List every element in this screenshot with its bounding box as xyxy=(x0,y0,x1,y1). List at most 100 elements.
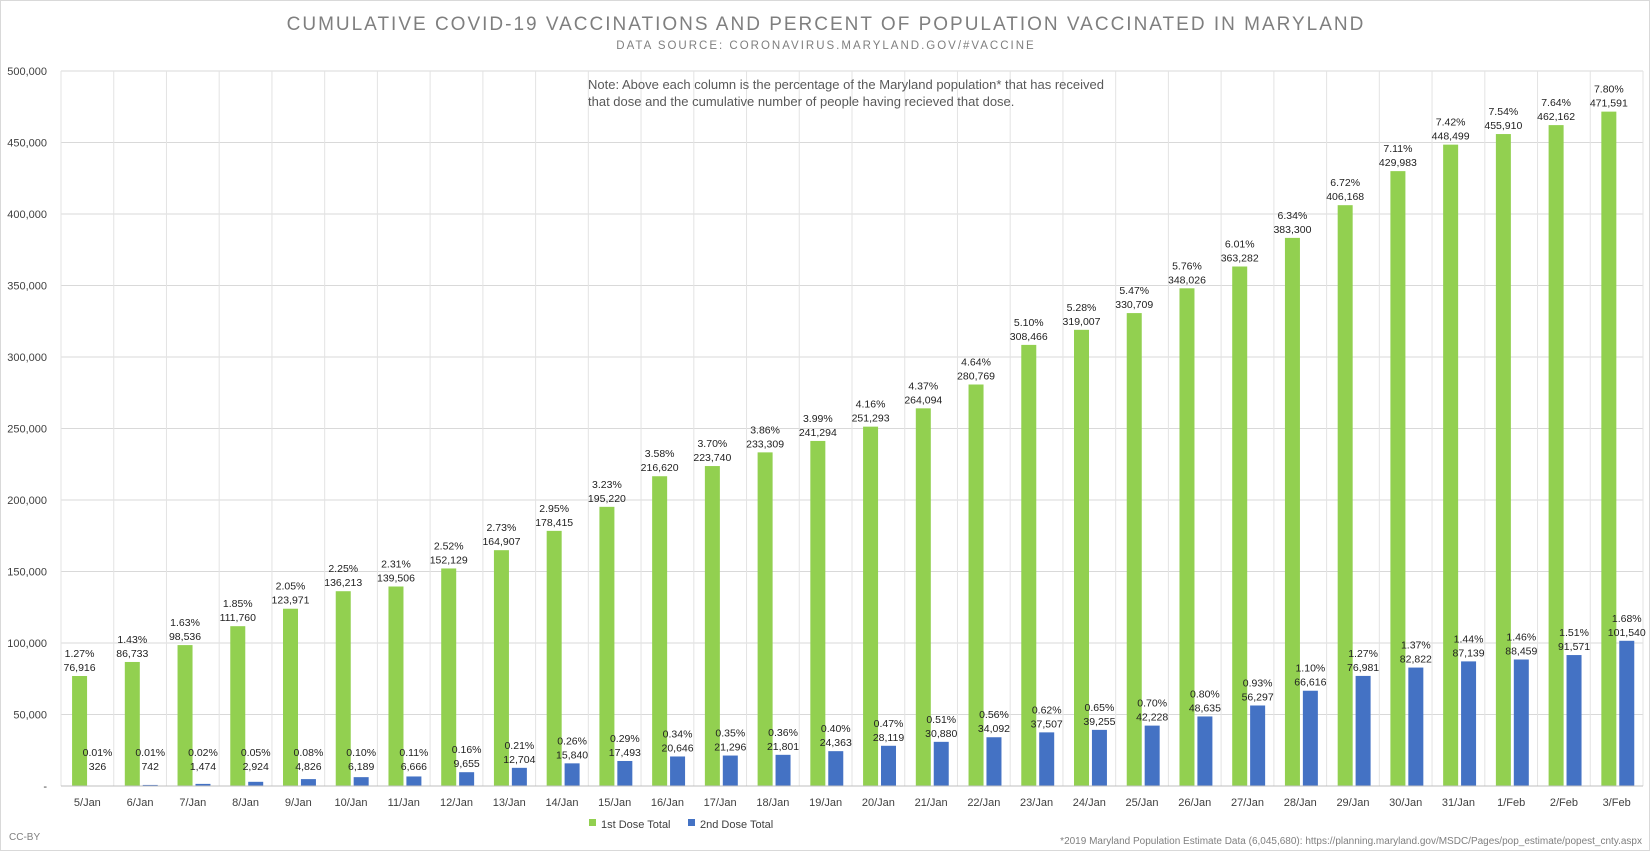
license-label: CC-BY xyxy=(9,832,41,843)
legend-swatch-1st-dose xyxy=(589,819,596,826)
data-label-percent: 1.10% xyxy=(1295,663,1325,675)
bar-1st-dose xyxy=(1232,266,1248,787)
bar-2nd-dose xyxy=(828,751,844,786)
bar-2nd-dose xyxy=(300,779,316,786)
data-label-value: 2,924 xyxy=(243,761,269,773)
data-label-value: 471,591 xyxy=(1590,98,1628,110)
data-label-value: 429,983 xyxy=(1379,157,1417,169)
bar-2nd-dose xyxy=(1250,705,1266,786)
bar-2nd-dose xyxy=(986,737,1002,786)
data-label-value: 6,189 xyxy=(348,761,374,773)
data-label-value: 21,296 xyxy=(714,742,746,754)
data-label-value: 101,540 xyxy=(1608,627,1646,639)
x-tick-label: 5/Jan xyxy=(74,797,101,809)
data-label-value: 20,646 xyxy=(662,742,694,754)
data-label-value: 178,415 xyxy=(535,517,573,529)
bars xyxy=(72,111,1635,787)
data-label-percent: 0.65% xyxy=(1085,702,1115,714)
bar-1st-dose xyxy=(1390,171,1406,786)
data-label-percent: 2.31% xyxy=(381,559,411,571)
data-label-percent: 1.63% xyxy=(170,617,200,629)
bar-1st-dose xyxy=(704,466,720,786)
data-label-percent: 0.51% xyxy=(926,714,956,726)
data-label-value: 30,880 xyxy=(925,728,957,740)
data-label-value: 363,282 xyxy=(1221,253,1259,265)
x-tick-label: 16/Jan xyxy=(651,797,684,809)
chart-subtitle: DATA SOURCE: CORONAVIRUS.MARYLAND.GOV/#V… xyxy=(616,40,1036,52)
x-axis: 5/Jan 6/Jan 7/Jan 8/Jan 9/Jan 10/Jan 11/Jan 12/… xyxy=(61,785,1643,809)
bar-2nd-dose xyxy=(1566,655,1582,786)
data-label-value: 139,506 xyxy=(377,573,415,585)
x-tick-label: 22/Jan xyxy=(967,797,1000,809)
data-label-percent: 0.02% xyxy=(188,747,218,759)
data-label-percent: 3.58% xyxy=(645,448,675,460)
data-label-percent: 7.42% xyxy=(1436,117,1466,129)
x-tick-label: 25/Jan xyxy=(1126,797,1159,809)
bar-2nd-dose xyxy=(248,781,264,786)
y-tick-label: 500,000 xyxy=(7,66,47,78)
data-label-percent: 3.70% xyxy=(697,438,727,450)
data-label-percent: 0.34% xyxy=(663,728,693,740)
legend: 1st Dose Total 2nd Dose Total xyxy=(589,819,773,831)
data-label-percent: 0.36% xyxy=(768,727,798,739)
data-label-percent: 0.16% xyxy=(452,744,482,756)
x-tick-label: 31/Jan xyxy=(1442,797,1475,809)
data-label-value: 308,466 xyxy=(1010,331,1048,343)
bar-2nd-dose xyxy=(142,784,158,786)
bar-2nd-dose xyxy=(1144,725,1160,786)
data-label-percent: 1.43% xyxy=(117,634,147,646)
data-label-percent: 4.16% xyxy=(856,399,886,411)
bar-1st-dose xyxy=(1074,329,1090,786)
bar-1st-dose xyxy=(1495,134,1511,786)
data-label-value: 6,666 xyxy=(401,761,427,773)
bar-2nd-dose xyxy=(1355,675,1371,786)
data-label-value: 462,162 xyxy=(1537,111,1575,123)
bar-2nd-dose xyxy=(617,760,633,786)
bar-2nd-dose xyxy=(1302,690,1318,786)
data-label-value: 448,499 xyxy=(1432,131,1470,143)
bar-2nd-dose xyxy=(1513,659,1529,786)
bar-1st-dose xyxy=(546,530,562,786)
bar-2nd-dose xyxy=(195,783,211,786)
data-label-value: 56,297 xyxy=(1242,691,1274,703)
bar-1st-dose xyxy=(230,626,246,786)
x-tick-label: 8/Jan xyxy=(232,797,259,809)
data-label-percent: 0.93% xyxy=(1243,677,1273,689)
data-label-value: 82,822 xyxy=(1400,654,1432,666)
data-label-percent: 7.64% xyxy=(1541,97,1571,109)
bar-1st-dose xyxy=(177,645,193,786)
data-label-percent: 6.01% xyxy=(1225,239,1255,251)
data-label-percent: 2.25% xyxy=(328,563,358,575)
chart-title: CUMULATIVE COVID-19 VACCINATIONS AND PER… xyxy=(286,14,1366,35)
bar-1st-dose xyxy=(493,550,509,786)
footnote: *2019 Maryland Population Estimate Data … xyxy=(1060,836,1642,847)
data-label-percent: 7.11% xyxy=(1383,143,1412,155)
data-label-value: 742 xyxy=(141,761,159,773)
y-tick-label: 300,000 xyxy=(7,352,47,364)
bar-2nd-dose xyxy=(933,741,949,786)
data-label-percent: 1.68% xyxy=(1612,613,1642,625)
bar-1st-dose xyxy=(72,676,88,786)
x-tick-label: 30/Jan xyxy=(1389,797,1422,809)
data-label-percent: 3.99% xyxy=(803,413,833,425)
x-tick-label: 7/Jan xyxy=(179,797,206,809)
legend-label-1st-dose: 1st Dose Total xyxy=(601,819,671,831)
data-label-value: 12,704 xyxy=(503,754,535,766)
data-label-value: 223,740 xyxy=(693,452,731,464)
legend-label-2nd-dose: 2nd Dose Total xyxy=(700,819,773,831)
bar-1st-dose xyxy=(810,440,826,786)
data-label-value: 39,255 xyxy=(1083,716,1115,728)
data-label-percent: 0.11% xyxy=(399,747,428,759)
data-label-value: 330,709 xyxy=(1115,299,1153,311)
y-tick-label: 200,000 xyxy=(7,495,47,507)
data-label-value: 164,907 xyxy=(482,536,520,548)
data-label-value: 319,007 xyxy=(1063,316,1101,328)
data-label-value: 233,309 xyxy=(746,438,784,450)
data-label-value: 136,213 xyxy=(324,577,362,589)
data-label-value: 406,168 xyxy=(1326,191,1364,203)
data-label-percent: 0.10% xyxy=(346,747,376,759)
x-tick-label: 24/Jan xyxy=(1073,797,1106,809)
data-label-value: 42,228 xyxy=(1136,712,1168,724)
bar-1st-dose xyxy=(1337,205,1353,787)
bar-1st-dose xyxy=(283,608,299,786)
